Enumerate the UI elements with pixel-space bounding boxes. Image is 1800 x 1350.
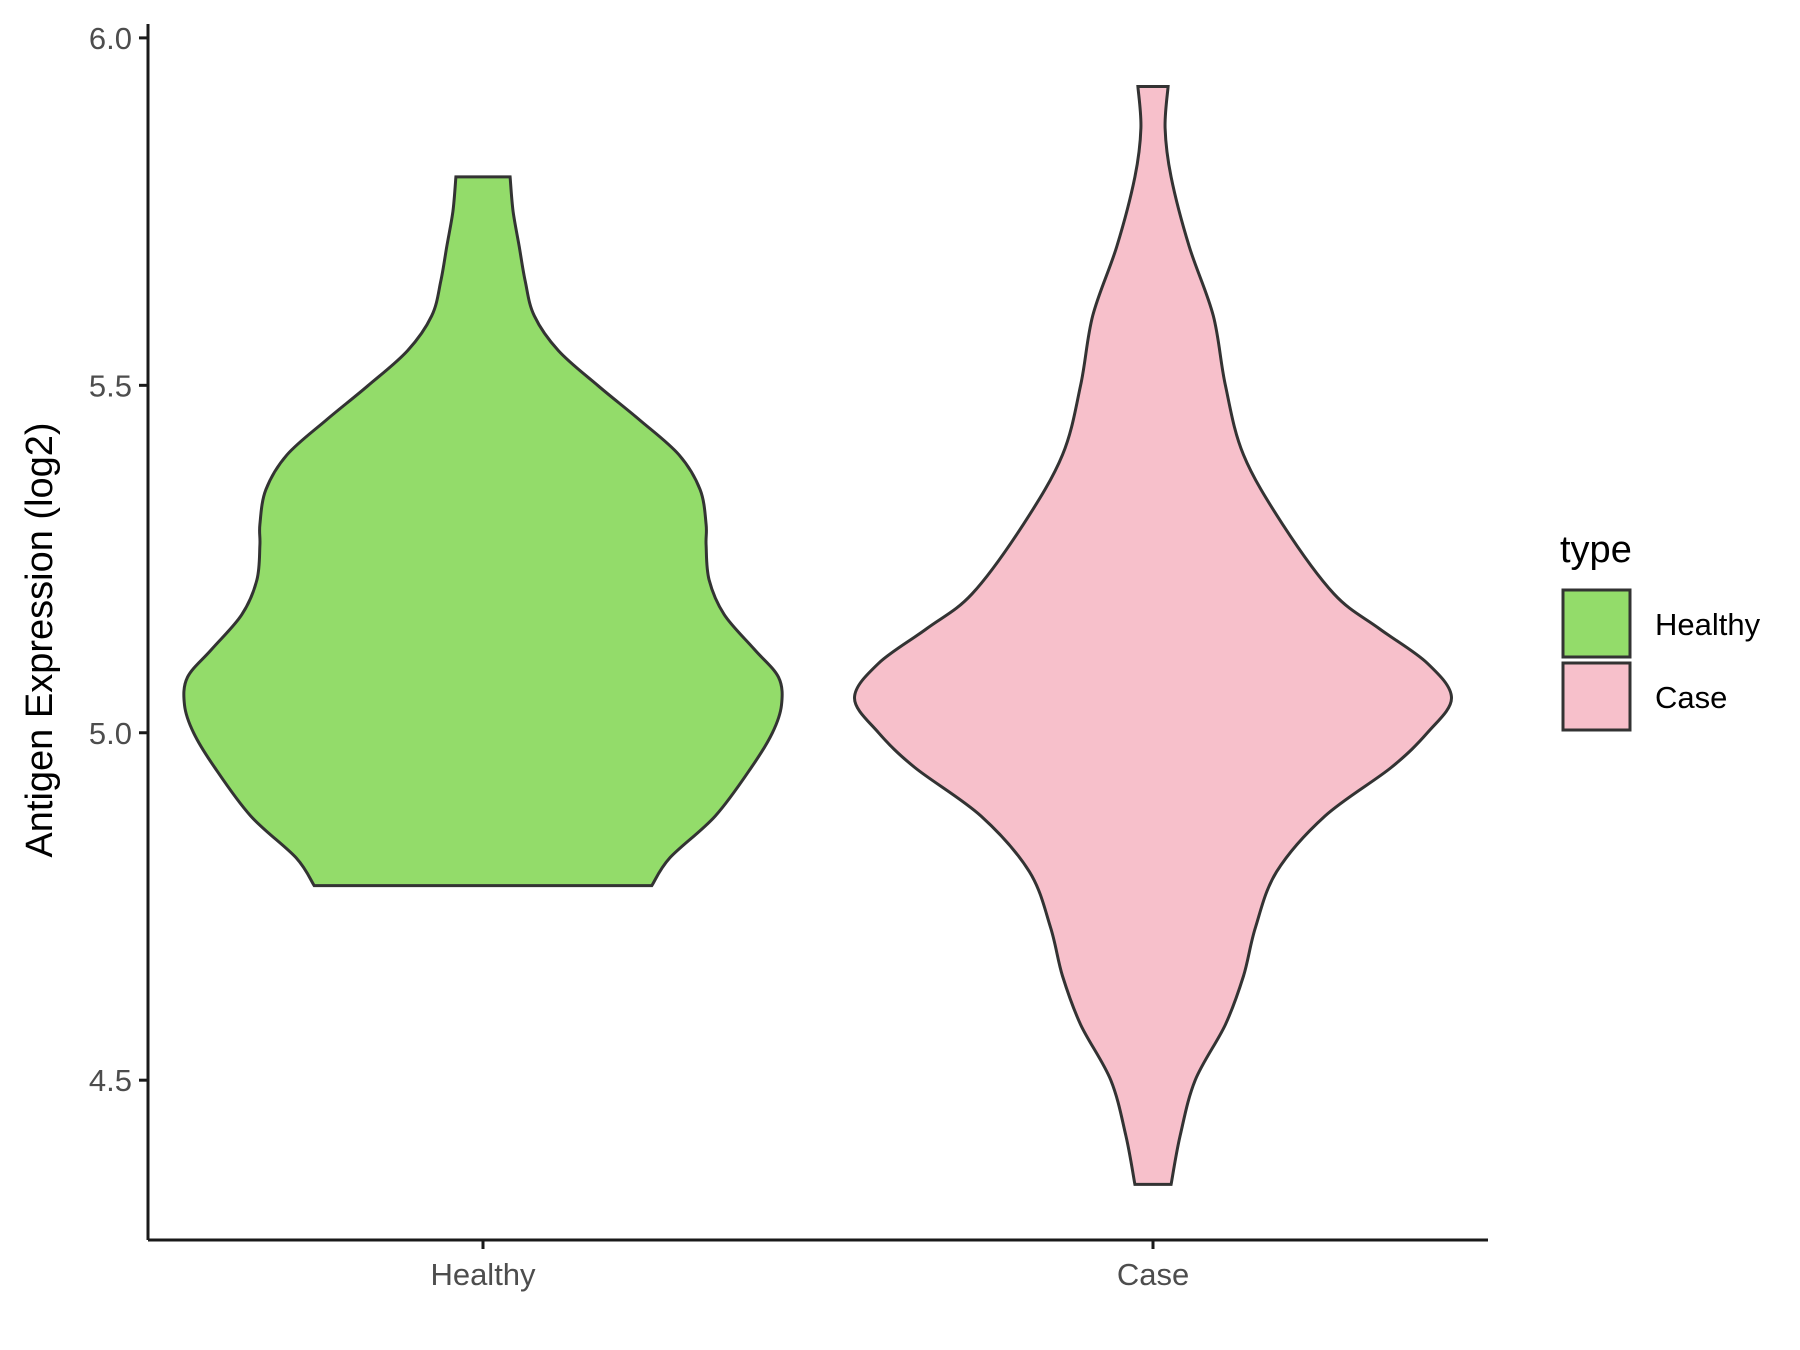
x-tick-label: Healthy: [430, 1257, 536, 1292]
legend: type Healthy Case: [1560, 529, 1761, 732]
x-tick-label: Case: [1117, 1257, 1189, 1292]
y-axis-ticks: 4.5 5.0 5.5 6.0: [89, 21, 148, 1098]
y-tick-label: 6.0: [89, 21, 132, 56]
x-axis-ticks: Healthy Case: [430, 1240, 1189, 1292]
legend-key-healthy: [1561, 588, 1632, 659]
violin-layer: [182, 85, 1454, 1186]
legend-label-case: Case: [1655, 680, 1727, 715]
y-tick-label: 5.0: [89, 716, 132, 751]
violin-case: [852, 85, 1454, 1186]
y-tick-label: 4.5: [89, 1063, 132, 1098]
legend-key-case: [1561, 661, 1632, 732]
y-tick-label: 5.5: [89, 368, 132, 403]
y-axis-title: Antigen Expression (log2): [19, 422, 61, 857]
legend-label-healthy: Healthy: [1655, 607, 1761, 642]
legend-title: type: [1560, 529, 1632, 571]
violin-healthy: [182, 175, 784, 888]
